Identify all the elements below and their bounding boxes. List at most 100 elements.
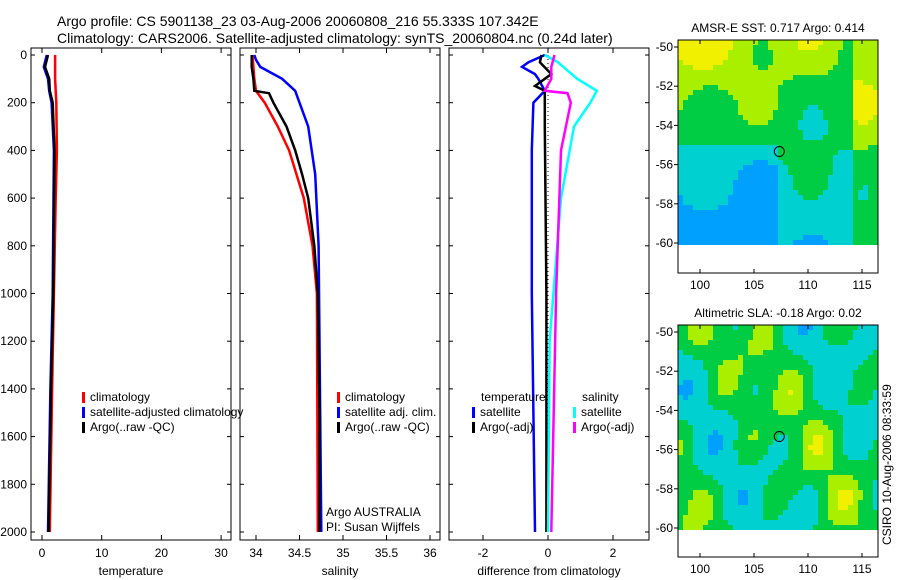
map-cell <box>788 470 793 475</box>
map-cell <box>708 235 713 240</box>
map-cell <box>848 390 853 395</box>
map-cell <box>723 215 728 220</box>
map-cell <box>783 435 788 440</box>
map-cell <box>678 70 683 75</box>
map-cell <box>683 200 688 205</box>
map-cell <box>683 170 688 175</box>
map-cell <box>793 450 798 455</box>
map-cell <box>703 425 708 430</box>
map-cell <box>783 225 788 230</box>
map-cell <box>723 120 728 125</box>
map-cell <box>733 440 738 445</box>
map-cell <box>793 375 798 380</box>
map-cell <box>698 75 703 80</box>
map-cell <box>788 510 793 515</box>
map-cell <box>858 170 863 175</box>
map-cell <box>718 175 723 180</box>
map-cell <box>818 360 823 365</box>
map-cell <box>828 325 833 330</box>
map-cell <box>818 395 823 400</box>
map-cell <box>733 335 738 340</box>
map-cell <box>813 115 818 120</box>
map-cell <box>708 180 713 185</box>
map-cell <box>838 355 843 360</box>
map-cell <box>758 115 763 120</box>
map-cell <box>678 355 683 360</box>
map-cell <box>723 450 728 455</box>
map-cell <box>778 115 783 120</box>
map-cell <box>818 240 823 245</box>
map-cell <box>813 205 818 210</box>
map-cell <box>808 495 813 500</box>
map-cell <box>748 515 753 520</box>
map-cell <box>873 240 878 245</box>
map-cell <box>848 240 853 245</box>
map-cell <box>798 385 803 390</box>
map-cell <box>768 365 773 370</box>
map-cell <box>793 510 798 515</box>
map-cell <box>773 220 778 225</box>
map-cell <box>828 430 833 435</box>
map-cell <box>753 490 758 495</box>
map-cell <box>708 160 713 165</box>
map-cell <box>698 235 703 240</box>
map-cell <box>788 230 793 235</box>
map-cell <box>798 390 803 395</box>
map-cell <box>693 330 698 335</box>
map-cell <box>783 130 788 135</box>
map-cell <box>843 175 848 180</box>
map-cell <box>748 375 753 380</box>
map-cell <box>843 215 848 220</box>
map-cell <box>713 145 718 150</box>
map-cell <box>763 425 768 430</box>
map-cell <box>818 170 823 175</box>
map-cell <box>823 200 828 205</box>
map-cell <box>848 495 853 500</box>
map-cell <box>738 115 743 120</box>
map-cell <box>713 400 718 405</box>
map-cell <box>838 480 843 485</box>
map-cell <box>758 85 763 90</box>
map-cell <box>863 80 868 85</box>
map-cell <box>793 195 798 200</box>
map-cell <box>858 235 863 240</box>
map-cell <box>738 385 743 390</box>
map-cell <box>818 430 823 435</box>
map-cell <box>748 120 753 125</box>
map-cell <box>708 485 713 490</box>
map-cell <box>858 215 863 220</box>
map-cell <box>723 85 728 90</box>
map-cell <box>728 400 733 405</box>
map-cell <box>823 525 828 530</box>
map-cell <box>833 410 838 415</box>
map-cell <box>698 90 703 95</box>
map-cell <box>678 480 683 485</box>
map-cell <box>863 180 868 185</box>
map-cell <box>693 525 698 530</box>
map-cell <box>733 175 738 180</box>
map-cell <box>813 100 818 105</box>
map-cell <box>733 485 738 490</box>
map-cell <box>803 465 808 470</box>
map-cell <box>733 445 738 450</box>
map-cell <box>853 175 858 180</box>
map-cell <box>793 70 798 75</box>
map-cell <box>803 115 808 120</box>
map-cell <box>778 410 783 415</box>
map-cell <box>778 470 783 475</box>
map-cell <box>853 160 858 165</box>
map-cell <box>678 475 683 480</box>
map-cell <box>718 195 723 200</box>
map-cell <box>863 140 868 145</box>
map-cell <box>803 470 808 475</box>
map-cell <box>783 185 788 190</box>
map-cell <box>838 525 843 530</box>
map-cell <box>828 405 833 410</box>
map-cell <box>688 210 693 215</box>
map-cell <box>818 470 823 475</box>
map-cell <box>853 185 858 190</box>
map-cell <box>733 55 738 60</box>
map-cell <box>678 360 683 365</box>
map-cell <box>818 65 823 70</box>
map-cell <box>813 45 818 50</box>
